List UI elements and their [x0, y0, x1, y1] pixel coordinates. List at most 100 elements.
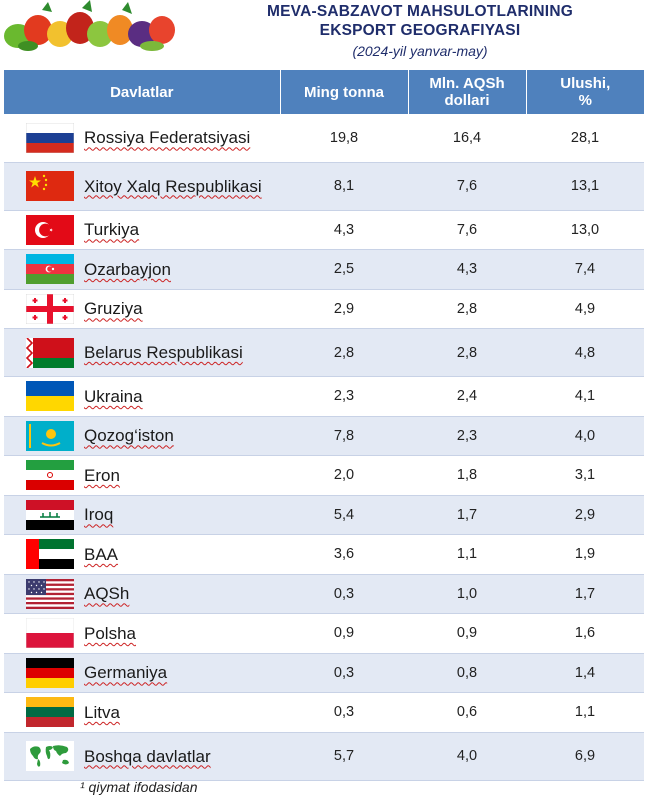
share-cell: 1,1	[526, 692, 644, 733]
poland-flag-icon	[26, 618, 74, 649]
usd-cell: 2,8	[408, 328, 526, 377]
country-name-text: BAA	[84, 544, 119, 564]
iran-flag-icon	[26, 460, 74, 491]
table-header-row: Davlatlar Ming tonna Mln. AQSh dollari Ul…	[4, 70, 644, 114]
country-name-text: Iroq	[84, 505, 114, 525]
table-row: BAA 3,6 1,1 1,9	[4, 534, 644, 575]
tonnes-cell: 0,3	[280, 692, 408, 733]
column-header-usd-line2: dollari	[444, 92, 490, 109]
country-name-text: Boshqa davlatlar	[84, 746, 211, 766]
title-line-1: MEVA-SABZAVOT MAHSULOTLARINING	[267, 3, 573, 20]
flag-cell	[4, 376, 84, 417]
share-cell: 3,1	[526, 455, 644, 496]
usd-cell: 1,1	[408, 534, 526, 575]
tonnes-cell: 0,3	[280, 574, 408, 614]
azerbaijan-flag-icon	[26, 254, 74, 285]
column-header-usd: Mln. AQSh dollari	[408, 70, 527, 114]
flag-cell	[4, 289, 84, 329]
tonnes-cell: 8,1	[280, 162, 408, 211]
country-name: Ozarbayjon	[84, 249, 280, 290]
country-name-text: Ozarbayjon	[84, 259, 171, 279]
table-row: Ukraina 2,3 2,4 4,1	[4, 376, 644, 417]
share-cell: 13,0	[526, 210, 644, 250]
usd-cell: 2,3	[408, 416, 526, 456]
country-name-text: Turkiya	[84, 220, 140, 240]
table-row: Belarus Respublikasi 2,8 2,8 4,8	[4, 328, 644, 377]
country-name: Gruziya	[84, 289, 280, 329]
usd-cell: 4,0	[408, 732, 526, 781]
share-cell: 4,8	[526, 328, 644, 377]
country-name-text: Polsha	[84, 623, 136, 643]
usd-cell: 1,7	[408, 495, 526, 535]
flag-cell	[4, 210, 84, 250]
lithuania-flag-icon	[26, 697, 74, 728]
flag-cell	[4, 613, 84, 654]
tonnes-cell: 7,8	[280, 416, 408, 456]
tonnes-cell: 0,9	[280, 613, 408, 654]
share-cell: 7,4	[526, 249, 644, 290]
country-name-text: Germaniya	[84, 663, 168, 683]
flag-cell	[4, 249, 84, 290]
country-name: Polsha	[84, 613, 280, 654]
usd-cell: 16,4	[408, 114, 526, 163]
usd-cell: 2,8	[408, 289, 526, 329]
ukraine-flag-icon	[26, 381, 74, 412]
table-row: Polsha 0,9 0,9 1,6	[4, 613, 644, 654]
share-cell: 13,1	[526, 162, 644, 211]
country-name: Belarus Respublikasi	[84, 328, 280, 377]
export-table: Davlatlar Ming tonna Mln. AQSh dollari Ul…	[4, 70, 644, 781]
country-name: Qozog‘iston	[84, 416, 280, 456]
table-row: AQSh 0,3 1,0 1,7	[4, 574, 644, 614]
share-cell: 4,1	[526, 376, 644, 417]
table-row: Gruziya 2,9 2,8 4,9	[4, 289, 644, 329]
share-cell: 6,9	[526, 732, 644, 781]
china-flag-icon	[26, 171, 74, 201]
flag-cell	[4, 162, 84, 211]
share-cell: 1,4	[526, 653, 644, 693]
table-row: Ozarbayjon 2,5 4,3 7,4	[4, 249, 644, 290]
country-name: Rossiya Federatsiyasi	[84, 114, 280, 163]
country-name: Litva	[84, 692, 280, 733]
country-name: Turkiya	[84, 210, 280, 250]
flag-cell	[4, 732, 84, 781]
country-name: Xitoy Xalq Respublikasi	[84, 162, 280, 211]
uae-flag-icon	[26, 539, 74, 570]
share-cell: 2,9	[526, 495, 644, 535]
usd-cell: 0,6	[408, 692, 526, 733]
country-name: Iroq	[84, 495, 280, 535]
country-name: Ukraina	[84, 376, 280, 417]
country-name-text: Litva	[84, 702, 120, 722]
table-row: Germaniya 0,3 0,8 1,4	[4, 653, 644, 693]
column-header-tonnes: Ming tonna	[280, 70, 409, 114]
tonnes-cell: 5,7	[280, 732, 408, 781]
country-name: Eron	[84, 455, 280, 496]
country-name: Boshqa davlatlar	[84, 732, 280, 781]
turkey-flag-icon	[26, 214, 74, 245]
flag-cell	[4, 114, 84, 163]
tonnes-cell: 19,8	[280, 114, 408, 163]
page-title: MEVA-SABZAVOT MAHSULOTLARINING EKSPORT G…	[200, 2, 640, 40]
tonnes-cell: 2,8	[280, 328, 408, 377]
country-name-text: Eron	[84, 465, 120, 485]
table-row: Litva 0,3 0,6 1,1	[4, 692, 644, 733]
flag-cell	[4, 416, 84, 456]
share-cell: 1,7	[526, 574, 644, 614]
country-name-text: Rossiya Federatsiyasi	[84, 128, 251, 148]
table-row: Iroq 5,4 1,7 2,9	[4, 495, 644, 535]
share-cell: 28,1	[526, 114, 644, 163]
page-subtitle: (2024-yil yanvar-may)	[352, 43, 488, 59]
tonnes-cell: 2,9	[280, 289, 408, 329]
column-header-country: Davlatlar	[4, 70, 281, 114]
table-row: Rossiya Federatsiyasi 19,8 16,4 28,1	[4, 114, 644, 163]
country-name-text: AQSh	[84, 584, 130, 604]
table-row: Turkiya 4,3 7,6 13,0	[4, 210, 644, 250]
country-name-text: Qozog‘iston	[84, 426, 174, 446]
table-row: Eron 2,0 1,8 3,1	[4, 455, 644, 496]
usd-cell: 1,0	[408, 574, 526, 614]
flag-cell	[4, 574, 84, 614]
germany-flag-icon	[26, 657, 74, 688]
table-row: Qozog‘iston 7,8 2,3 4,0	[4, 416, 644, 456]
tonnes-cell: 2,3	[280, 376, 408, 417]
flag-cell	[4, 653, 84, 693]
usd-cell: 1,8	[408, 455, 526, 496]
